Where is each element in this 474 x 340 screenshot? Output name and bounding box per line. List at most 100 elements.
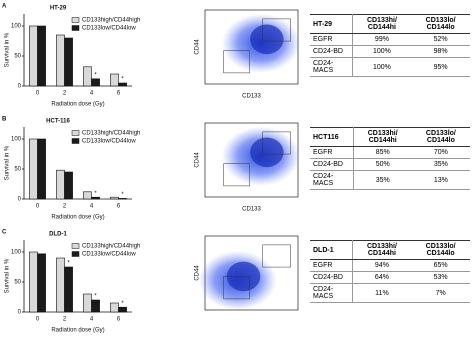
table-row: CD24-MACS 35% 13% <box>310 170 470 190</box>
bar <box>83 66 92 87</box>
y-tick-label: 0 <box>18 310 22 316</box>
table-cell: 99% <box>352 33 412 46</box>
table-row: CD24-BD 64% 53% <box>310 271 470 284</box>
flow-density <box>250 137 284 168</box>
bar <box>56 169 65 200</box>
flow-y-label: CD44 <box>195 39 201 55</box>
flow-gate <box>223 163 250 187</box>
bar <box>29 251 38 313</box>
panel-label: C <box>2 230 7 236</box>
flow-gate <box>223 276 250 300</box>
table-cell: 94% <box>352 259 412 272</box>
x-tick-label: 4 <box>90 317 94 323</box>
table-cell: CD24-MACS <box>310 57 353 77</box>
table-cell: 95% <box>411 57 470 77</box>
legend-label: CD133low/CD44low <box>82 139 136 145</box>
y-tick-label: 50 <box>14 54 21 60</box>
marker-table: DLD-1 CD133hi/ CD144hi CD133lo/ CD144lo EGF… <box>310 240 470 303</box>
bar <box>118 306 127 313</box>
flow-gate <box>262 131 291 155</box>
bar <box>29 138 38 200</box>
marker-table: HCT116 CD133hi/ CD144hi CD133lo/ CD144lo EG… <box>310 127 470 190</box>
table-row: CD24-MACS 11% 7% <box>310 283 470 303</box>
flow-density <box>250 24 284 55</box>
x-tick-label: 6 <box>117 204 121 210</box>
bar <box>29 25 38 87</box>
table-row: HCT116 CD133hi/ CD144hi CD133lo/ CD144lo <box>310 127 470 147</box>
bar <box>37 253 46 313</box>
table-cell: EGFR <box>310 259 353 272</box>
panel-label: A <box>2 4 7 10</box>
x-tick-label: 0 <box>36 204 40 210</box>
table-cell: 64% <box>352 271 412 284</box>
significance-mark: * <box>94 294 97 300</box>
table-cell: 11% <box>352 283 412 303</box>
legend-swatch <box>71 130 80 136</box>
table-row: EGFR 94% 65% <box>310 259 470 272</box>
y-tick-label: 50 <box>14 280 21 286</box>
legend-swatch <box>71 251 80 257</box>
table-cell: CD133hi/ CD144hi <box>353 127 412 147</box>
bar <box>83 191 92 200</box>
x-tick-label: 0 <box>36 317 40 323</box>
flow-gate <box>262 244 291 268</box>
legend-label: CD133low/CD44low <box>82 252 136 258</box>
legend-swatch <box>71 138 80 144</box>
table-cell: 52% <box>411 33 470 46</box>
table-cell: CD133lo/ CD144lo <box>411 127 470 147</box>
table-row: CD24-BD 50% 35% <box>310 158 470 171</box>
x-tick-label: 2 <box>63 317 67 323</box>
bar <box>64 266 73 313</box>
bar <box>64 37 73 87</box>
table-cell: 98% <box>411 45 470 58</box>
flow-gate <box>223 50 250 74</box>
table-cell: 35% <box>411 158 470 171</box>
table-cell: CD133lo/ CD144lo <box>411 14 470 34</box>
y-axis-label: Survival in % <box>5 258 11 293</box>
table-row: EGFR 85% 70% <box>310 146 470 159</box>
table-cell: 35% <box>353 170 412 190</box>
y-axis-label: Survival in % <box>5 145 11 180</box>
marker-table: HT-29 CD133hi/ CD144hi CD133lo/ CD144lo EGF… <box>310 14 470 77</box>
bar <box>110 302 119 313</box>
y-tick-label: 0 <box>18 84 22 90</box>
y-axis-label: Survival in % <box>5 32 11 67</box>
table-cell: 13% <box>411 170 470 190</box>
table-row: CD24-MACS 100% 95% <box>310 57 470 77</box>
table-cell: DLD-1 <box>310 240 353 260</box>
x-tick-label: 6 <box>117 91 121 97</box>
panel-label: B <box>2 117 7 123</box>
legend-label: CD133low/CD44low <box>82 26 136 32</box>
bar <box>110 73 119 87</box>
table-cell: 85% <box>353 146 412 159</box>
x-tick-label: 0 <box>36 91 40 97</box>
table-cell: CD24-BD <box>310 45 353 58</box>
table-cell: 7% <box>411 283 470 303</box>
legend-label: CD133high/CD44high <box>82 131 140 137</box>
flow-density <box>226 261 261 292</box>
significance-mark: * <box>121 192 124 198</box>
y-tick-label: 0 <box>18 197 22 203</box>
table-cell: 70% <box>411 146 470 159</box>
x-tick-label: 4 <box>90 91 94 97</box>
table-cell: HT-29 <box>310 14 353 34</box>
table-cell: 100% <box>352 45 412 58</box>
bar <box>37 138 46 200</box>
table-cell: CD24-MACS <box>310 283 353 303</box>
table-cell: 53% <box>411 271 470 284</box>
x-tick-label: 2 <box>63 204 67 210</box>
y-tick-label: 100 <box>11 250 22 256</box>
table-cell: CD133hi/ CD144hi <box>352 240 412 260</box>
y-tick-label: 100 <box>11 24 22 30</box>
bar <box>118 198 127 200</box>
flow-y-label: CD44 <box>195 265 201 281</box>
table-row: DLD-1 CD133hi/ CD144hi CD133lo/ CD144lo <box>310 240 470 260</box>
table-cell: CD24-BD <box>310 271 353 284</box>
x-tick-label: 4 <box>90 204 94 210</box>
x-tick-label: 6 <box>117 317 121 323</box>
bar <box>118 82 127 87</box>
flow-y-label: CD44 <box>195 152 201 168</box>
table-cell: 100% <box>352 57 412 77</box>
bar <box>110 196 119 200</box>
